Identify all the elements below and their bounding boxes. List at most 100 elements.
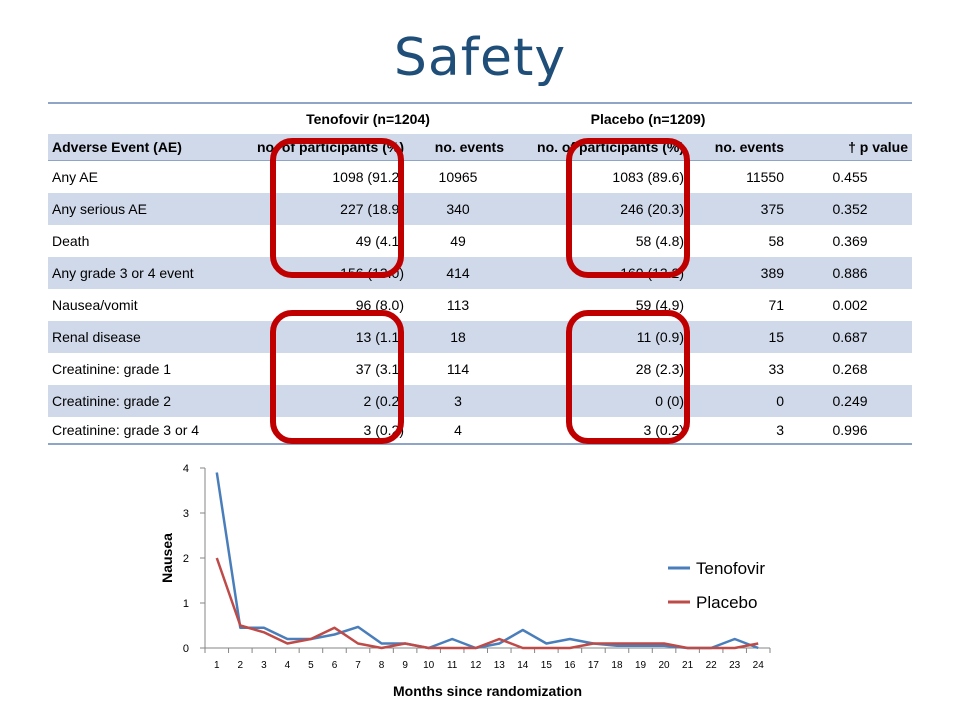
series-line-tenofovir <box>215 472 759 650</box>
x-tick-label: 22 <box>706 660 718 671</box>
cell-p-value: 0.002 <box>832 297 868 313</box>
cell-adverse-event: Creatinine: grade 2 <box>48 385 228 417</box>
table-row: Renal disease 13 (1.1) 18 11 (0.9) 15 0.687 <box>48 321 913 353</box>
cell-pbo-events: 11550 <box>746 169 785 185</box>
group-header-row: Tenofovir (n=1204) Placebo (n=1209) <box>48 102 913 134</box>
cell-p-value: 0.455 <box>832 169 868 185</box>
cell-tdf-participants: 13 (1.1) <box>228 321 408 353</box>
x-tick-label: 17 <box>588 660 600 671</box>
cell-pbo-participants: 58 (4.8) <box>635 233 685 249</box>
legend-label-tenofovir: Tenofovir <box>696 559 765 578</box>
x-tick-label: 13 <box>494 660 506 671</box>
x-tick-label: 24 <box>753 660 765 671</box>
cell-tdf-events: 114 <box>446 361 470 377</box>
cell-tdf-participants: 37 (3.1) <box>355 361 404 377</box>
x-tick-label: 4 <box>285 660 291 671</box>
cell-pbo-participants: 246 (20.3) <box>508 193 689 225</box>
column-header-p-value: † p value <box>788 134 913 161</box>
group-header-tenofovir: Tenofovir (n=1204) <box>228 102 509 134</box>
cell-pbo-participants: 0 (0) <box>508 385 689 417</box>
group-header-blank <box>788 102 913 134</box>
cell-p-value: 0.268 <box>832 361 868 377</box>
x-tick-label: 21 <box>682 660 694 671</box>
cell-pbo-events: 71 <box>768 297 785 313</box>
cell-p-value: 0.352 <box>788 193 913 225</box>
y-tick-label: 3 <box>183 508 189 520</box>
x-tick-label: 5 <box>308 660 314 671</box>
cell-adverse-event: Any grade 3 or 4 event <box>48 257 228 289</box>
cell-adverse-event: Any serious AE <box>48 193 228 225</box>
table-body: Any AE 1098 (91.2) 10965 1083 (89.6) 11550 0.… <box>48 161 913 445</box>
cell-tdf-participants: 96 (8.0) <box>355 297 404 313</box>
cell-pbo-participants: 59 (4.9) <box>635 297 685 313</box>
cell-tdf-participants: 2 (0.2) <box>228 385 408 417</box>
cell-p-value: 0.249 <box>788 385 913 417</box>
legend-label-placebo: Placebo <box>696 593 757 612</box>
cell-p-value: 0.996 <box>788 417 913 445</box>
x-tick-label: 14 <box>517 660 529 671</box>
cell-tdf-events: 10965 <box>438 169 478 185</box>
x-tick-label: 16 <box>564 660 576 671</box>
y-tick-label: 0 <box>183 643 189 655</box>
cell-adverse-event: Any AE <box>52 169 98 185</box>
column-header-tdf-events: no. events <box>408 134 509 161</box>
cell-pbo-events: 375 <box>688 193 789 225</box>
table-row: Any grade 3 or 4 event 156 (13.0) 414 160 (… <box>48 257 913 289</box>
table-row: Nausea/vomit 96 (8.0) 113 59 (4.9) 71 0.002 <box>48 289 912 321</box>
x-tick-label: 12 <box>470 660 482 671</box>
cell-tdf-events: 49 <box>450 233 466 249</box>
cell-adverse-event: Creatinine: grade 3 or 4 <box>48 417 228 445</box>
group-header-placebo: Placebo (n=1209) <box>508 102 789 134</box>
cell-pbo-events: 33 <box>768 361 785 377</box>
x-tick-label: 18 <box>611 660 623 671</box>
x-tick-label: 3 <box>261 660 267 671</box>
slide-title: Safety <box>393 28 567 88</box>
series-line-placebo <box>215 557 759 650</box>
cell-pbo-events: 3 <box>688 417 789 445</box>
cell-pbo-events: 15 <box>688 321 789 353</box>
table-row: Death 49 (4.1) 49 58 (4.8) 58 0.369 <box>48 225 912 257</box>
group-header-blank <box>48 102 228 134</box>
cell-pbo-participants: 11 (0.9) <box>508 321 689 353</box>
y-tick-label: 4 <box>183 463 189 475</box>
x-tick-label: 6 <box>332 660 338 671</box>
x-tick-label: 9 <box>402 660 408 671</box>
x-tick-label: 10 <box>423 660 435 671</box>
cell-tdf-events: 414 <box>408 257 509 289</box>
cell-tdf-events: 3 <box>408 385 509 417</box>
y-tick-label: 2 <box>183 553 189 565</box>
x-tick-label: 7 <box>355 660 361 671</box>
y-axis-title: Nausea <box>159 533 175 583</box>
x-tick-label: 19 <box>635 660 647 671</box>
cell-p-value: 0.886 <box>788 257 913 289</box>
cell-pbo-events: 58 <box>768 233 785 249</box>
cell-tdf-events: 18 <box>408 321 509 353</box>
cell-tdf-events: 4 <box>408 417 509 445</box>
cell-pbo-events: 0 <box>688 385 789 417</box>
x-tick-label: 23 <box>729 660 741 671</box>
column-header-pbo-events: no. events <box>688 134 789 161</box>
x-axis-title: Months since randomization <box>393 683 582 699</box>
x-tick-label: 15 <box>541 660 553 671</box>
cell-pbo-participants: 28 (2.3) <box>635 361 685 377</box>
table-row: Creatinine: grade 1 37 (3.1) 114 28 (2.3) 33… <box>48 353 912 385</box>
x-tick-label: 11 <box>447 660 458 671</box>
column-header-ae: Adverse Event (AE) <box>48 134 228 161</box>
cell-p-value: 0.369 <box>832 233 868 249</box>
x-tick-label: 2 <box>238 660 244 671</box>
safety-table: Tenofovir (n=1204) Placebo (n=1209) Adve… <box>48 102 913 445</box>
cell-adverse-event: Nausea/vomit <box>52 297 138 313</box>
cell-pbo-participants: 1083 (89.6) <box>612 169 685 185</box>
cell-adverse-event: Creatinine: grade 1 <box>52 361 172 377</box>
cell-pbo-events: 389 <box>688 257 789 289</box>
cell-tdf-events: 113 <box>446 297 470 313</box>
x-tick-label: 8 <box>379 660 385 671</box>
cell-tdf-participants: 49 (4.1) <box>355 233 404 249</box>
cell-tdf-participants: 1098 (91.2) <box>332 169 404 185</box>
cell-tdf-events: 340 <box>408 193 509 225</box>
table-row: Any AE 1098 (91.2) 10965 1083 (89.6) 11550 0.… <box>48 161 912 194</box>
y-tick-label: 1 <box>183 598 189 610</box>
